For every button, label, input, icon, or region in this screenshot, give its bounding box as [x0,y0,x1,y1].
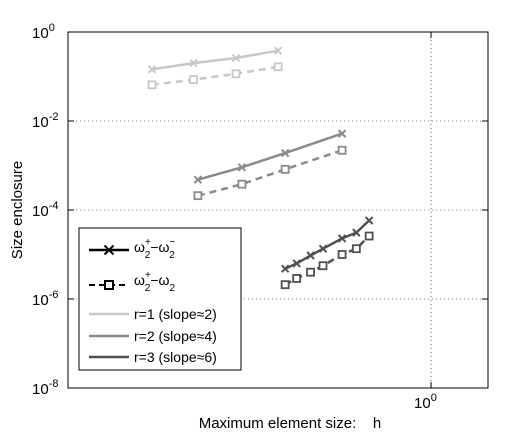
x-tick-label-0: 100 [414,392,437,412]
series-2-point-0 [193,175,203,184]
legend-dash-omega-2: −ω [150,272,169,288]
series-3 [193,145,347,201]
series-2-point-2 [280,148,290,158]
series-line-2 [197,132,343,181]
legend-item-r2: r=2 (slope≈4) [89,328,217,344]
y-axis-label: Size enclosure [9,161,26,259]
legend-label-omega: ω+ 2−ω2 [134,270,175,294]
series-5-point-1 [292,274,302,283]
series-4-point-1 [292,259,301,268]
series-1-point-3 [273,62,283,72]
series-0-point-1 [189,58,198,68]
series-3-point-0 [193,191,203,201]
series-2-point-1 [237,163,247,172]
series-5-point-6 [364,231,374,241]
x-axis-label: Maximum element size: h [199,415,382,432]
legend-sub-3: 2 [145,283,151,294]
legend-item-omega: ω+ 2−ω2 [89,270,175,294]
series-5-point-0 [280,280,290,290]
series-line-0 [151,49,279,71]
series-4-point-3 [318,244,328,253]
series-4-point-4 [337,234,347,243]
legend-square-marker-icon [104,280,114,290]
legend-item-r1: r=1 (slope≈2) [89,306,217,322]
y-tick-label-3: 10-6 [32,289,58,309]
legend-omega-2: ω [134,272,145,288]
legend-omega-1: ω [134,239,145,255]
series-5-point-3 [318,261,328,271]
series-1 [147,62,283,90]
legend-sub-2: 2 [169,250,175,261]
series-1-point-0 [147,80,157,90]
series-3-point-1 [237,179,247,189]
series-5-point-5 [351,244,361,254]
series-5 [280,231,374,290]
legend-label-r2: r=2 (slope≈4) [134,328,217,344]
series-5-point-4 [337,250,347,259]
series-5-point-2 [306,267,315,277]
series-3-point-3 [337,145,347,155]
series-0-point-3 [273,46,283,55]
series-2-point-3 [337,129,347,138]
series-3-point-2 [280,164,290,174]
legend-sub-1: 2 [145,250,151,261]
series-1-point-1 [189,75,199,85]
legend-x-marker-icon [103,244,115,256]
series-layer [147,46,374,290]
series-4-point-2 [306,251,315,260]
ticks: 100 10-2 10-4 10-6 10-8 100 [32,22,488,412]
legend: ω+ 2−ω− 2 ω+ 2−ω2 r=1 (slope≈2) r=2 (slope≈… [78,227,242,371]
legend-sub-4: 2 [169,283,175,294]
series-4-point-5 [352,228,361,237]
legend-sup-3: + [145,270,151,281]
legend-label-r3: r=3 (slope≈6) [134,349,217,365]
series-4-point-6 [364,216,374,225]
legend-item-omega-minus: ω+ 2−ω− 2 [89,237,175,261]
legend-dash-omega: −ω [150,239,169,255]
series-4-point-0 [280,264,290,273]
grid [68,31,488,389]
series-0-point-2 [231,53,241,63]
y-tick-label-0: 100 [32,22,55,42]
legend-sup-2: − [169,237,175,248]
series-0-point-0 [147,65,157,74]
y-tick-label-1: 10-2 [32,111,58,131]
legend-label-omega-minus: ω+ 2−ω− 2 [134,237,175,261]
series-2 [193,129,347,184]
series-line-3 [197,149,343,197]
series-line-1 [151,65,279,87]
legend-sup-1: + [145,237,151,248]
series-0 [147,46,283,74]
y-tick-label-2: 10-4 [32,200,58,220]
legend-item-r3: r=3 (slope≈6) [89,349,217,365]
series-1-point-2 [231,69,241,79]
y-tick-label-4: 10-8 [32,378,58,398]
legend-label-r1: r=1 (slope≈2) [134,306,217,322]
series-4 [280,216,374,273]
